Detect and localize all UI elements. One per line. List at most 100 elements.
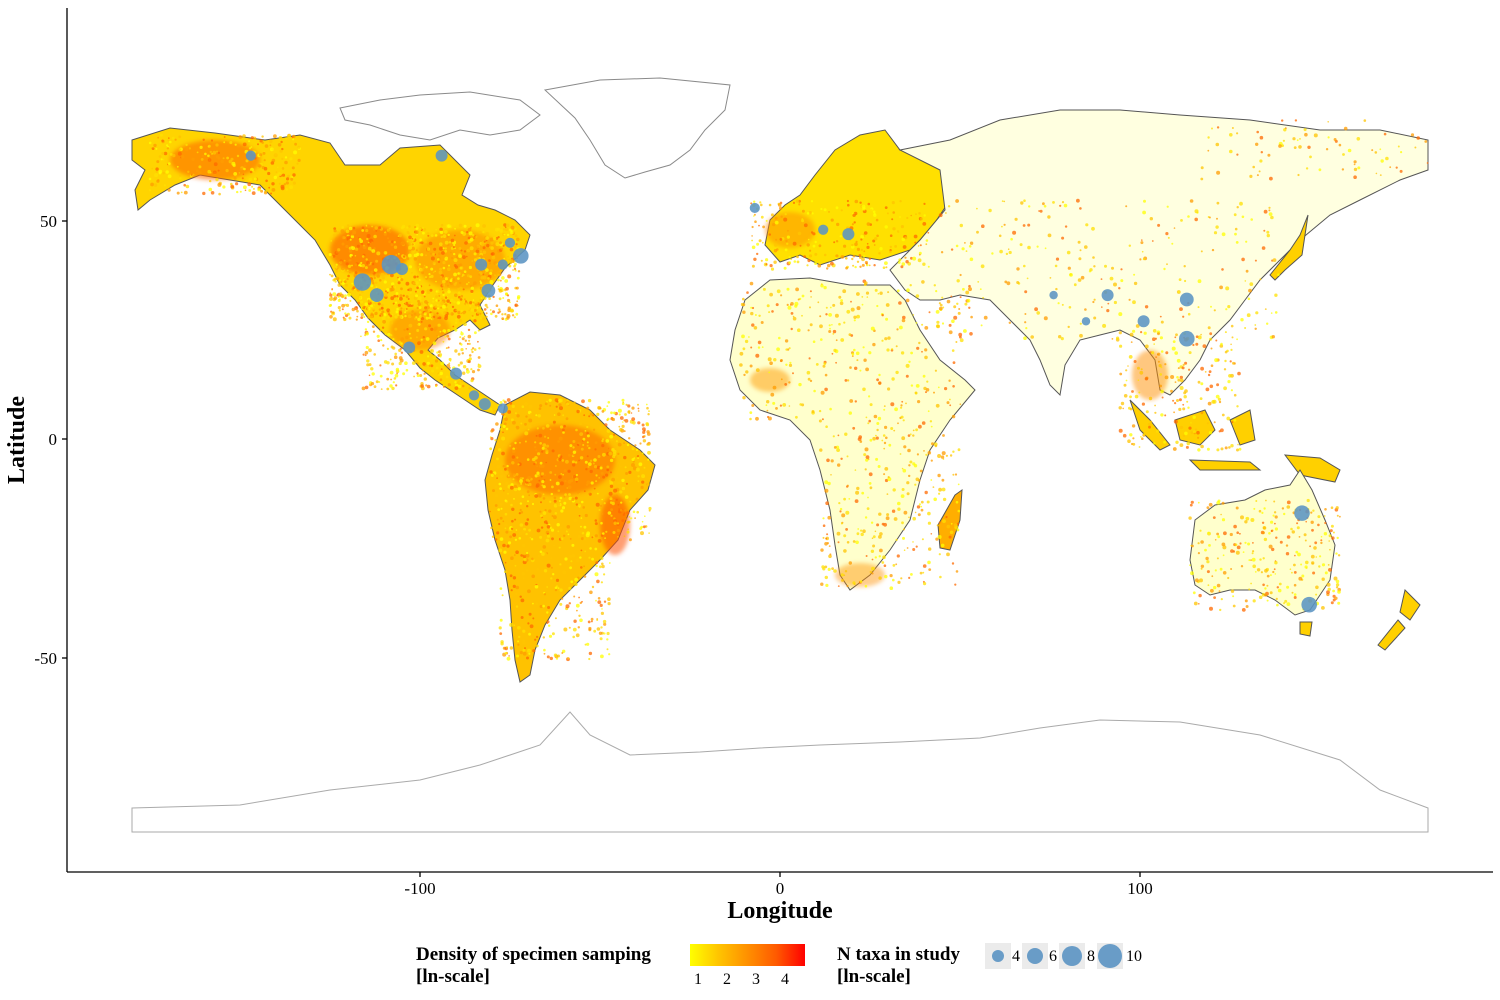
sample-speckle [1239,542,1242,545]
sample-speckle [1337,590,1341,594]
sample-speckle [1206,447,1210,451]
study-point [749,202,760,214]
sample-speckle [485,232,490,236]
sample-speckle [286,177,290,181]
sample-speckle [844,240,846,243]
sample-speckle [1286,535,1291,539]
sample-speckle [1210,364,1214,368]
sample-speckle [448,357,452,361]
sample-speckle [541,480,545,484]
sample-speckle [586,425,589,429]
sample-speckle [451,305,455,309]
sample-speckle [914,391,918,395]
sample-speckle [559,563,562,566]
sample-speckle [846,455,849,458]
sample-speckle [496,518,499,521]
sample-speckle [1077,240,1081,244]
sample-speckle [385,290,387,293]
sample-speckle [1216,170,1221,175]
sample-speckle [569,444,573,448]
sample-speckle [562,570,567,575]
sample-speckle [466,231,469,234]
sample-speckle [515,550,519,554]
sample-speckle [1323,515,1326,517]
sample-speckle [1286,585,1290,589]
sample-speckle [595,502,600,507]
sample-speckle [520,483,522,485]
sample-speckle [285,188,288,191]
sample-speckle [754,220,757,223]
sample-speckle [421,369,424,372]
sample-speckle [873,264,876,267]
sample-speckle [1043,316,1048,321]
y-ticks: 50 0 -50 [34,212,67,668]
sample-speckle [528,632,531,636]
sample-speckle [1159,373,1162,376]
sample-speckle [408,232,411,235]
sample-speckle [271,182,275,186]
sample-speckle [515,602,518,605]
sample-speckle [510,503,513,507]
sample-speckle [361,264,365,268]
sample-speckle [531,502,535,506]
sample-speckle [647,483,650,486]
sample-speckle [541,517,546,522]
sample-speckle [1312,571,1316,575]
sample-speckle [832,303,836,307]
sample-speckle [1310,554,1315,559]
sample-speckle [910,256,913,260]
sample-speckle [868,472,873,477]
sample-speckle [398,340,401,344]
sample-speckle [469,304,472,307]
sample-speckle [421,226,424,229]
sample-speckle [1328,540,1330,542]
sample-speckle [1312,509,1315,512]
sample-speckle [912,256,917,261]
sample-speckle [1179,378,1184,383]
sample-speckle [492,410,497,414]
sample-speckle [596,619,599,621]
sample-speckle [939,303,943,307]
sample-speckle [390,345,394,349]
sample-speckle [1251,552,1254,555]
sample-speckle [398,348,402,352]
sample-speckle [829,306,832,309]
sample-speckle [1234,232,1237,236]
sample-speckle [392,338,395,341]
sample-speckle [1254,324,1257,326]
sample-speckle [625,403,628,406]
sample-speckle [450,298,454,302]
sample-speckle [845,528,848,531]
size-label: 4 [1012,948,1020,965]
sample-speckle [851,257,854,261]
sample-speckle [1166,205,1169,208]
sample-speckle [1171,242,1174,245]
sample-speckle [1118,287,1121,290]
sample-speckle [844,570,848,573]
sample-speckle [628,437,631,440]
sample-speckle [822,364,826,368]
sample-speckle [504,570,507,573]
sample-speckle [926,380,929,383]
sample-speckle [1067,266,1071,270]
sample-speckle [155,147,158,150]
sample-speckle [550,566,553,569]
sample-speckle [1200,444,1204,449]
sample-speckle [776,347,780,352]
sample-speckle [1276,586,1280,589]
sample-speckle [618,413,621,416]
sample-speckle [918,424,922,429]
sample-speckle [207,154,210,158]
sample-speckle [1300,563,1303,566]
sample-speckle [257,143,259,146]
sample-speckle [458,223,463,228]
sample-speckle [348,316,352,320]
sample-speckle [835,240,839,243]
sample-speckle [1250,559,1252,561]
sample-speckle [1208,502,1213,507]
sample-speckle [1268,209,1271,212]
sample-speckle [860,532,864,537]
sample-speckle [1342,153,1345,156]
sample-speckle [1256,568,1261,572]
sample-speckle [426,384,431,389]
